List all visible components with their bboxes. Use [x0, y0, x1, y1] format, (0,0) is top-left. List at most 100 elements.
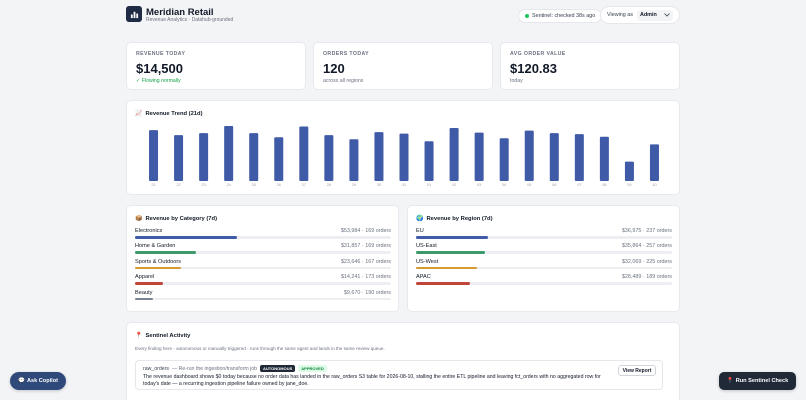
trend-x-tick-label: 26 — [277, 183, 281, 187]
globe-icon: 🌍 — [416, 216, 424, 222]
sentinel-status-badge: Sentinel: checked 38s ago — [518, 9, 603, 23]
finding-source: raw_orders — [143, 365, 169, 372]
trend-x-tick-label: 22 — [176, 183, 180, 187]
trend-x-tick-label: 02 — [452, 183, 456, 187]
trend-bar — [349, 139, 359, 181]
categories-name: Apparel — [135, 274, 155, 281]
region-title: 🌍 Revenue by Region (7d) — [416, 215, 493, 223]
categories-bar-track — [135, 236, 391, 239]
sentinel-status-text: Sentinel: checked 38s ago — [532, 13, 596, 19]
regions-value: $28,489 · 189 orders — [621, 274, 672, 281]
categories-bar-fill — [135, 236, 238, 239]
trend-bar — [624, 161, 634, 181]
trend-x-tick-label: 27 — [302, 183, 306, 187]
chart-icon: 📈 — [135, 111, 143, 117]
autonomous-badge: AUTONOMOUS — [260, 365, 296, 372]
trend-bar — [249, 133, 259, 181]
viewing-as-control: Viewing as Admin — [600, 6, 680, 24]
categories-value: $23,646 · 167 orders — [340, 258, 391, 265]
trend-x-tick-label: 09 — [627, 183, 631, 187]
sentinel-title: 📍 Sentinel Activity — [135, 332, 191, 340]
trend-bar — [599, 136, 609, 181]
regions-row: EU $36,975 · 237 orders — [416, 228, 672, 242]
finding-body: The revenue dashboard shows $0 today bec… — [143, 374, 601, 387]
kpi-value: $14,500 — [136, 61, 183, 76]
categories-name: Home & Garden — [135, 243, 176, 250]
trend-x-tick-label: 06 — [552, 183, 556, 187]
run-sentinel-label: Run Sentinel Check — [735, 378, 789, 384]
trend-x-tick-label: 29 — [352, 183, 356, 187]
categories-bar-track — [135, 251, 391, 254]
categories-value: $9,670 · 190 orders — [343, 289, 391, 296]
regions-value: $32,069 · 225 orders — [621, 258, 672, 265]
role-select-value: Admin — [639, 12, 657, 18]
regions-value: $36,975 · 237 orders — [621, 228, 672, 234]
categories-bar-fill — [135, 282, 164, 285]
categories-name: Electronics — [135, 228, 163, 234]
trend-x-tick-label: 24 — [227, 183, 231, 187]
trend-x-tick-label: 10 — [652, 183, 656, 187]
categories-bar-fill — [135, 297, 153, 301]
trend-bar — [174, 135, 184, 181]
revenue-trend-chart: 21 22 23 24 25 26 27 28 29 30 31 01 02 03 04 05 06 07 08 09… — [149, 126, 659, 187]
categories-bar-fill — [135, 251, 197, 254]
trend-bar — [449, 128, 459, 181]
view-report-button[interactable]: View Report — [618, 365, 656, 376]
regions-row: US-East $35,864 · 257 orders — [416, 243, 672, 257]
kpi-label: REVENUE TODAY — [136, 51, 186, 57]
run-sentinel-check-button[interactable]: 📍 Run Sentinel Check — [719, 372, 796, 390]
kpi-label: AVG ORDER VALUE — [510, 51, 566, 57]
sentinel-title-text: Sentinel Activity — [145, 332, 191, 339]
trend-x-tick-label: 07 — [577, 183, 581, 187]
trend-bar — [199, 133, 209, 181]
sentinel-note: Every finding here - autonomous or manua… — [135, 346, 385, 351]
trend-x-tick-label: 30 — [377, 183, 381, 187]
region-title-text: Revenue by Region (7d) — [426, 215, 493, 222]
trend-bar — [424, 141, 434, 181]
trend-bar — [224, 126, 234, 181]
regions-name: US-East — [416, 243, 437, 250]
kpi-card-orders: ORDERS TODAY 120 across all regions — [313, 42, 493, 90]
categories-name: Beauty — [135, 289, 153, 296]
kpi-card-avg-order: AVG ORDER VALUE $120.83 today — [500, 42, 680, 90]
categories-value: $14,241 · 173 orders — [340, 274, 391, 281]
regions-row: US-West $32,069 · 225 orders — [416, 259, 672, 273]
finding-action: — Re-run the ingestion/transform job — [171, 365, 258, 372]
categories-name: Sports & Outdoors — [135, 258, 182, 265]
trend-x-tick-label: 21 — [151, 183, 155, 187]
pin-icon: 📍 — [135, 333, 143, 339]
regions-bar-fill — [416, 266, 478, 270]
finding-item: raw_orders — Re-run the ingestion/transf… — [135, 360, 663, 390]
ask-copilot-button[interactable]: 💬 Ask Copilot — [10, 372, 66, 390]
trend-title: 📈 Revenue Trend (21d) — [135, 110, 203, 118]
region-card: 🌍 Revenue by Region (7d) EU $36,975 · 237… — [407, 205, 680, 312]
categories-value: $31,857 · 169 orders — [340, 243, 391, 250]
approved-badge: APPROVED — [298, 365, 327, 372]
ask-copilot-label: Ask Copilot — [26, 378, 59, 384]
regions-name: EU — [416, 228, 424, 234]
trend-x-tick-label: 04 — [502, 183, 506, 187]
kpi-subtext: today — [510, 78, 523, 84]
categories-bar-track — [135, 297, 391, 301]
categories-bar-track — [135, 266, 391, 270]
regions-bar-track — [416, 266, 672, 270]
trend-x-tick-label: 28 — [327, 183, 331, 187]
categories-row: Electronics $53,984 · 169 orders — [135, 228, 391, 242]
trend-bar — [524, 130, 534, 181]
app-subtitle: Revenue Analytics · Datahub-grounded — [146, 17, 234, 23]
chat-icon: 💬 — [17, 378, 25, 384]
trend-bar — [324, 135, 334, 181]
revenue-trend-card: 📈 Revenue Trend (21d) 21 22 23 24 25 26 27 28 29… — [126, 100, 680, 195]
trend-bar — [399, 133, 409, 181]
role-select[interactable]: Admin — [636, 9, 673, 21]
app-logo-icon — [126, 6, 142, 22]
regions-name: US-West — [416, 258, 439, 265]
kpi-value: 120 — [323, 61, 345, 76]
kpi-subtext: across all regions — [323, 78, 364, 84]
categories-bar-track — [135, 282, 391, 285]
categories-row: Home & Garden $31,857 · 169 orders — [135, 243, 391, 257]
trend-title-text: Revenue Trend (21d) — [145, 110, 203, 117]
app-title: Meridian Retail — [146, 7, 214, 18]
trend-x-tick-label: 08 — [602, 183, 606, 187]
regions-name: APAC — [416, 274, 431, 281]
